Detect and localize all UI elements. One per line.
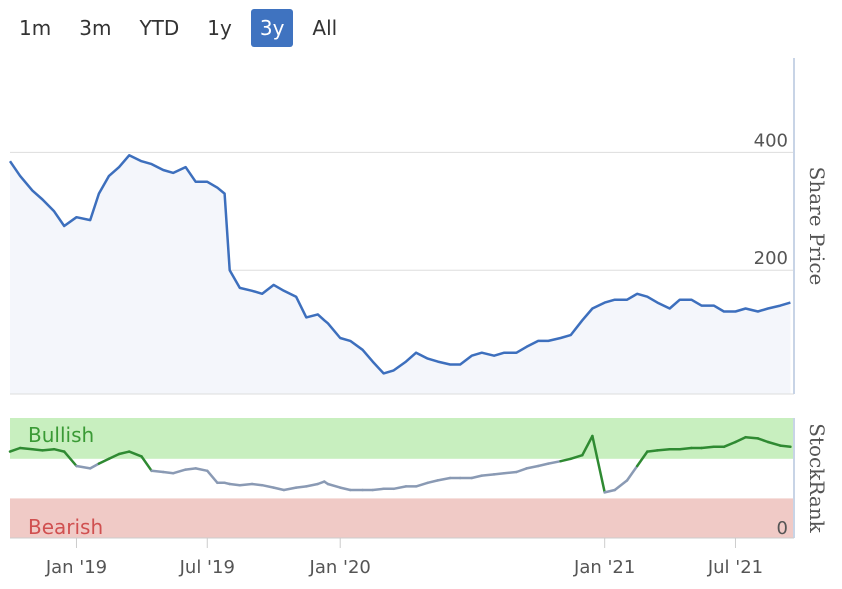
price-panel: 0200400Share Price (8, 58, 829, 395)
stockrank-segment (656, 447, 671, 452)
stockrank-segment (52, 447, 66, 453)
range-button-3y[interactable]: 3y (250, 9, 294, 47)
stockrank-segment (559, 457, 572, 463)
stockrank-segment (127, 450, 143, 458)
stockrank-segment (613, 479, 629, 492)
bullish-zone-label: Bullish (28, 423, 94, 447)
stockrank-segment (97, 457, 111, 465)
stockrank-tick-label: 0 (777, 518, 788, 539)
stockrank-segment (18, 446, 34, 451)
stockrank-segment (392, 485, 408, 491)
stockrank-segment (250, 482, 264, 487)
range-button-1y[interactable]: 1y (207, 16, 232, 40)
stockrank-segment (480, 473, 496, 477)
stockrank-segment (161, 470, 175, 475)
date-tick-label: Jan '21 (573, 557, 635, 578)
stockrank-segment (734, 435, 747, 444)
stockrank-segment (536, 462, 550, 468)
price-axis-title: Share Price (805, 167, 829, 286)
range-button-all[interactable]: All (312, 16, 338, 40)
stockrank-segment (591, 434, 606, 494)
stockrank-segment (436, 476, 452, 482)
stockrank-axis-title: StockRank (805, 423, 829, 533)
range-button-ytd[interactable]: YTD (139, 16, 180, 40)
date-tick-label: Jul '21 (707, 557, 763, 578)
stockrank-segment (272, 486, 286, 492)
stockrank-segment (117, 450, 131, 456)
stockrank-segment (722, 440, 737, 449)
stockrank-segment (305, 482, 320, 488)
range-button-1m[interactable]: 1m (19, 16, 52, 40)
stockrank-segment (107, 452, 121, 461)
stockrank-segment (635, 450, 649, 468)
stockrank-segment (338, 486, 352, 492)
stockrank-segment (414, 481, 429, 488)
price-area (10, 155, 791, 394)
range-button-3m[interactable]: 3m (79, 16, 112, 40)
stockrank-segment (678, 446, 693, 451)
stockrank-segment (603, 488, 617, 494)
stockrank-segment (744, 435, 760, 440)
range-selector: 1m 3m YTD 1y 3y All (10, 6, 356, 50)
stockrank-segment (581, 434, 594, 457)
stockrank-segment (238, 482, 254, 487)
stockrank-segment (492, 471, 506, 476)
price-tick-label: 400 (754, 130, 788, 151)
stockrank-segment (569, 453, 584, 461)
stockrank-segment (525, 464, 540, 470)
stockrank-segment (700, 445, 716, 450)
stockrank-segment (515, 467, 528, 474)
stockrank-segment (228, 482, 242, 487)
stockrank-segment (371, 487, 385, 492)
stockrank-segment (194, 467, 209, 473)
stockrank-segment (140, 455, 153, 473)
stockrank-segment (206, 469, 219, 485)
price-tick-label: 200 (754, 248, 788, 269)
stockrank-segment (172, 468, 187, 475)
date-axis: Jan '19 Jul '19 Jan '20 Jan '21 Jul '21 (10, 537, 794, 578)
stockrank-segment (326, 482, 342, 489)
stockrank-segment (502, 470, 518, 475)
price-series-line (8, 154, 791, 375)
stockrank-segment (294, 485, 308, 489)
stockrank-segment (184, 467, 197, 471)
bearish-zone-label: Bearish (28, 515, 103, 539)
bearish-zone (10, 498, 794, 538)
stockrank-segment (75, 464, 92, 470)
stockrank-segment (88, 462, 101, 470)
stockrank-segment (756, 437, 770, 444)
stockrank-segment (8, 446, 22, 453)
stockrank-segment (282, 486, 298, 492)
stockrank-segment (779, 444, 792, 449)
stockrank-segment (31, 447, 44, 452)
date-tick-label: Jan '19 (45, 557, 107, 578)
stockrank-segment (547, 459, 562, 465)
stockrank-panel: Bullish Bearish 0 StockRank (8, 418, 829, 539)
stockrank-segment (766, 440, 782, 447)
stockrank-segment (41, 447, 56, 452)
bullish-zone (10, 418, 794, 459)
stockrank-segment (150, 469, 165, 474)
stockrank-segment (260, 483, 275, 489)
stockrank-segment (62, 450, 78, 468)
stockrank-segment (470, 474, 484, 480)
stockrank-segment (426, 479, 440, 485)
date-tick-label: Jan '20 (309, 557, 371, 578)
stockrank-segment (646, 449, 659, 453)
stockrank-segment (625, 464, 639, 482)
date-tick-label: Jul '19 (179, 557, 235, 578)
